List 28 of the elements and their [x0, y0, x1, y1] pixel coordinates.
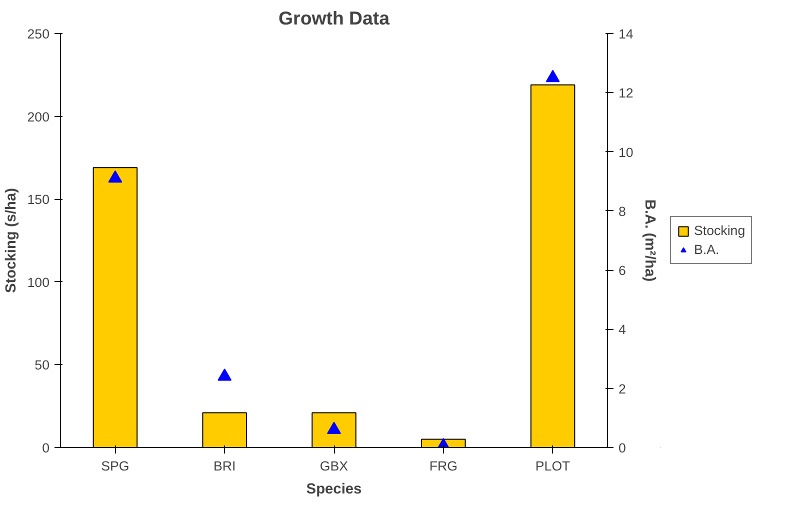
y2-tick-label: 8: [618, 204, 626, 219]
x-tick-label: FRG: [429, 458, 458, 474]
y2-tick-label: 14: [618, 26, 634, 42]
point: [218, 368, 232, 381]
point: [546, 70, 560, 82]
chart-title: Growth Data: [278, 8, 390, 28]
x-tick-label: SPG: [101, 458, 130, 474]
y-tick-label: 0: [42, 440, 50, 456]
y2-tick-label: 4: [618, 322, 626, 338]
x-tick-label: PLOT: [535, 458, 570, 474]
x-tick-label: BRI: [213, 458, 236, 474]
y2-tick-label: 10: [618, 144, 634, 160]
y2-tick-label: 2: [618, 381, 626, 396]
y2-tick-label: 0: [618, 440, 626, 456]
y2-tick-label: 6: [618, 263, 626, 278]
point: [108, 170, 122, 183]
y2-axis-title: B.A. (m²/ha): [641, 199, 658, 282]
y2-tick-label: 12: [618, 86, 634, 101]
x-tick-label: GBX: [320, 458, 348, 474]
y-axis-title: Stocking (s/ha): [3, 188, 20, 294]
y-tick-label: 50: [34, 358, 50, 373]
x-axis-title: Species: [306, 482, 362, 498]
legend-label: B.A.: [694, 242, 720, 257]
y-tick-label: 150: [27, 192, 50, 208]
legend-label: Stocking: [694, 223, 746, 238]
y-tick-label: 100: [27, 274, 50, 290]
y-tick-label: 200: [27, 109, 50, 124]
y-tick-label: 250: [27, 26, 50, 42]
